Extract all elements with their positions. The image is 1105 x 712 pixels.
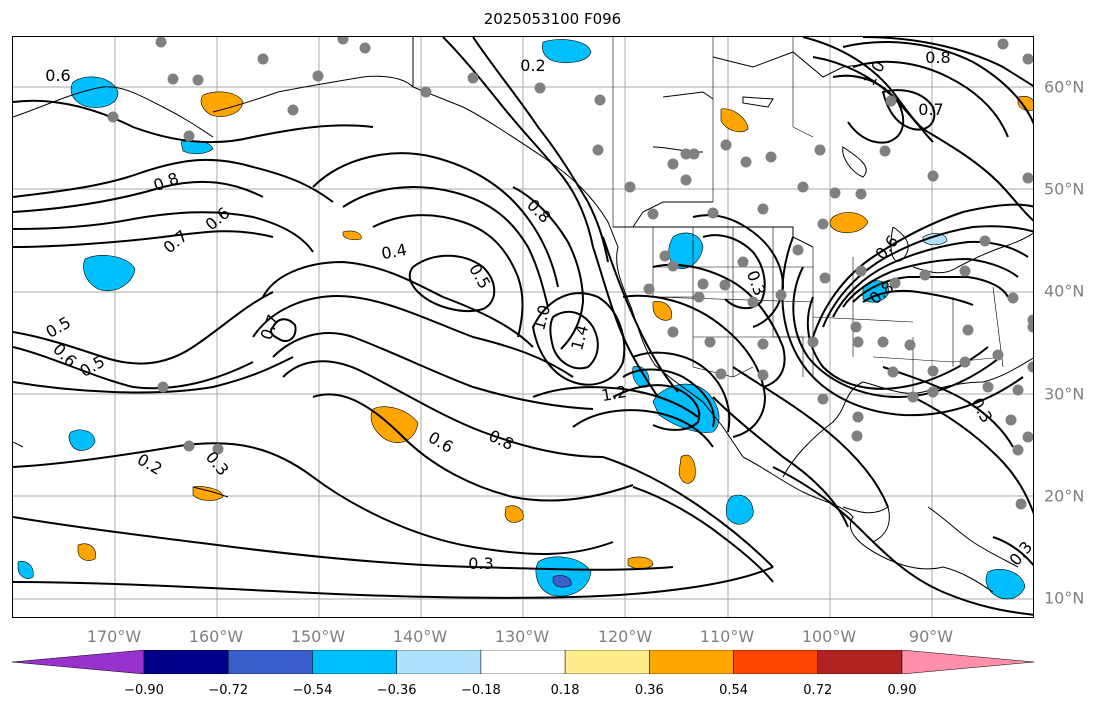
contour-label: 0.3 — [743, 268, 770, 298]
contour-label: 0.8 — [486, 426, 517, 454]
contour-label: 0.8 — [925, 48, 950, 67]
colorbar-label: 0.54 — [719, 683, 749, 698]
lon-tick-label: 130°W — [494, 627, 550, 646]
shaded-anomaly-areas — [17, 39, 1033, 600]
contour-label: 0.5 — [465, 260, 494, 292]
contour-label: 0.2 — [520, 56, 545, 75]
contour-label: 0.8 — [151, 169, 181, 196]
contour-label: 0.7 — [257, 312, 284, 342]
colorbar-segment — [817, 650, 903, 674]
contour-label: 0.6 — [425, 428, 457, 457]
colorbar-extend-high — [901, 650, 1034, 674]
graticule — [13, 37, 1033, 617]
lat-tick-label: 60°N — [1044, 77, 1085, 97]
colorbar-segments — [12, 650, 1034, 674]
contour-label: 0.4 — [380, 240, 408, 263]
lon-tick-label: 100°W — [801, 627, 857, 646]
contour-label: 0.2 — [134, 450, 166, 479]
colorbar-label: 0.90 — [887, 683, 917, 698]
lon-tick-label: 170°W — [86, 627, 142, 646]
colorbar — [12, 650, 1034, 674]
lat-tick-label: 10°N — [1044, 588, 1085, 608]
colorbar-segment — [480, 650, 566, 674]
map-title: 2025053100 F096 — [483, 10, 622, 28]
lon-tick-label: 160°W — [188, 627, 244, 646]
contour-label: 0.7 — [160, 226, 192, 257]
lon-tick-label: 140°W — [392, 627, 448, 646]
colorbar-label: −0.90 — [124, 683, 164, 698]
colorbar-label: 0.18 — [550, 683, 580, 698]
colorbar-segment — [396, 650, 482, 674]
contour-label: 0.3 — [202, 448, 233, 480]
lat-tick-label: 50°N — [1044, 179, 1085, 199]
contour-label: 1.2 — [600, 382, 628, 405]
colorbar-segment — [143, 650, 229, 674]
colorbar-label: −0.72 — [208, 683, 249, 698]
colorbar-segment — [312, 650, 397, 674]
colorbar-label: −0.18 — [460, 683, 501, 698]
lat-tick-label: 30°N — [1044, 384, 1085, 404]
lon-tick-label: 150°W — [290, 627, 346, 646]
contour-label: 0.8 — [523, 195, 554, 226]
contour-label: 0.3 — [468, 554, 493, 573]
colorbar-segment — [649, 650, 734, 674]
contour-label: 0.5 — [76, 352, 108, 381]
contour-label: 0.5 — [42, 313, 74, 342]
station-markers — [107, 37, 1033, 510]
contour-lines — [13, 37, 1033, 616]
colorbar-label: 0.72 — [803, 683, 833, 698]
contour-label: 0.6 — [49, 339, 80, 370]
contour-label: 0.3 — [1005, 538, 1034, 570]
colorbar-segment — [564, 650, 650, 674]
colorbar-label: −0.36 — [376, 683, 417, 698]
colorbar-label: −0.54 — [292, 683, 333, 698]
contour-label: 0.6 — [202, 203, 234, 234]
lat-tick-label: 20°N — [1044, 486, 1085, 506]
colorbar-segment — [733, 650, 819, 674]
colorbar-segment — [227, 650, 313, 674]
lon-tick-label: 120°W — [597, 627, 653, 646]
contour-label: 0.6 — [45, 66, 70, 85]
lat-tick-label: 40°N — [1044, 281, 1085, 301]
contour-label: 0.7 — [918, 100, 943, 119]
lon-tick-label: 110°W — [699, 627, 755, 646]
map-panel: 0.6 0.2 1.0 0.8 0.7 0.8 0.7 0.6 0.4 0.5 … — [12, 36, 1034, 618]
colorbar-label: 0.36 — [634, 683, 664, 698]
contour-label: 0.6 — [871, 232, 902, 264]
colorbar-extend-low — [12, 650, 145, 674]
contour-label: 1.4 — [567, 323, 592, 353]
map-svg: 0.6 0.2 1.0 0.8 0.7 0.8 0.7 0.6 0.4 0.5 … — [13, 37, 1034, 617]
lon-tick-label: 90°W — [908, 627, 954, 646]
